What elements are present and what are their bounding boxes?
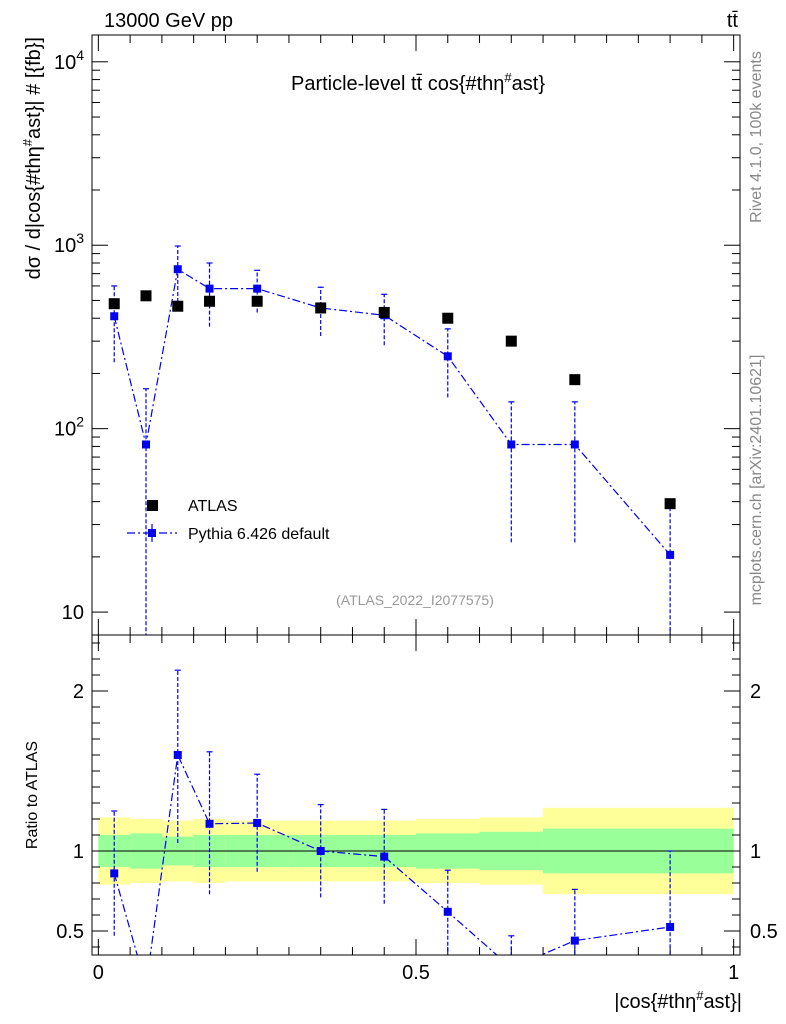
main-title: Particle-level tt̄ cos{#thη#ast} xyxy=(291,70,545,95)
process-label: tt̄ xyxy=(727,10,739,32)
source-label: mcplots.cern.ch [arXiv:2401.10621] xyxy=(748,355,765,606)
ratio-pythia-point xyxy=(142,982,150,990)
ratio-pythia-point xyxy=(666,923,675,931)
ratio-pythia-point xyxy=(443,907,452,916)
main-ytick-label-exp: 3 xyxy=(76,230,84,246)
main-ytick-label-exp: 4 xyxy=(76,47,84,63)
ratio-ytick-label-left: 0.5 xyxy=(56,921,84,943)
main-title-suffix: ast} xyxy=(512,73,546,95)
main-ylabel: dσ / d|cos{#thη#ast}| # [{fb}] xyxy=(20,37,45,279)
ratio-xlabel-prefix: |cos{#thη xyxy=(614,991,696,1013)
ratio-pythia-point xyxy=(570,936,579,945)
pythia-point xyxy=(142,440,150,449)
atlas-point xyxy=(140,290,152,302)
main-ytick-label-base: 10 xyxy=(54,419,76,441)
atlas-point xyxy=(569,374,581,386)
main-ytick-label: 10 xyxy=(62,602,84,624)
atlas-point xyxy=(378,306,390,318)
ratio-xlabel-suffix: ast}| xyxy=(703,991,742,1013)
ratio-pythia-point xyxy=(253,819,262,827)
ratio-pythia-point xyxy=(507,964,515,972)
ratio-pythia-point xyxy=(110,869,119,878)
main-title-sup: # xyxy=(504,70,512,85)
main-ytick-label: 104 xyxy=(54,47,84,74)
ratio-pythia-line xyxy=(113,752,671,955)
pythia-point xyxy=(443,352,452,361)
atlas-point xyxy=(204,295,216,307)
atlas-point xyxy=(251,295,263,307)
energy-label: 13000 GeV pp xyxy=(104,10,233,32)
main-ytick-label-exp: 2 xyxy=(76,414,84,430)
rivet-version-label: Rivet 4.1.0, 100k events xyxy=(748,51,765,223)
atlas-point xyxy=(172,300,184,312)
legend-pythia-marker xyxy=(148,529,156,537)
pythia-point xyxy=(507,440,516,449)
ratio-pythia-point xyxy=(380,852,389,861)
ratio-xlabel-sup: # xyxy=(696,988,704,1003)
ratio-ytick-label-right: 2 xyxy=(750,681,761,703)
main-ylabel-prefix: dσ / d|cos{#thη xyxy=(23,146,45,279)
pythia-point xyxy=(570,440,579,449)
ratio-pythia-point xyxy=(316,847,325,855)
legend-pythia-label: Pythia 6.426 default xyxy=(188,526,330,543)
main-ytick-label-base: 10 xyxy=(54,235,76,257)
ratio-frame xyxy=(91,634,741,956)
pythia-point xyxy=(110,312,119,321)
atlas-point xyxy=(505,335,517,347)
pythia-point xyxy=(205,284,214,293)
main-frame xyxy=(91,34,741,636)
ratio-xtick-label: 1 xyxy=(728,962,739,984)
legend-atlas-label: ATLAS xyxy=(188,498,238,515)
ratio-ytick-label-right: 0.5 xyxy=(750,921,778,943)
ratio-pythia-point xyxy=(173,751,182,759)
watermark-label: (ATLAS_2022_I2077575) xyxy=(336,592,494,608)
pythia-point xyxy=(666,550,675,559)
main-ylabel-suffix: ast}| # [{fb}] xyxy=(23,37,45,139)
main-ytick-label: 103 xyxy=(54,230,84,257)
ratio-ytick-label-right: 1 xyxy=(750,841,761,863)
ratio-panel: 0.5 0.5 1 1 2 2 0 0.5 1 Ratio to ATLAS |cos{#thη… xyxy=(24,634,778,1013)
atlas-point xyxy=(108,298,120,310)
ratio-ylabel: Ratio to ATLAS xyxy=(24,741,41,849)
ratio-xlabel: |cos{#thη#ast}| xyxy=(614,988,742,1013)
main-ylabel-sup: # xyxy=(20,138,35,146)
atlas-point xyxy=(442,312,454,324)
atlas-point xyxy=(315,302,327,314)
legend-atlas-marker xyxy=(147,500,158,511)
legend: ATLAS Pythia 6.426 default xyxy=(127,498,330,543)
ratio-xtick-label: 0 xyxy=(93,962,104,984)
ratio-xtick-label: 0.5 xyxy=(402,962,430,984)
main-title-prefix: Particle-level tt̄ cos{#thη xyxy=(291,73,504,95)
ratio-pythia-point xyxy=(205,819,214,828)
ratio-ytick-label-left: 2 xyxy=(73,681,84,703)
pythia-point xyxy=(173,265,182,274)
main-ytick-label-base: 10 xyxy=(54,52,76,74)
ratio-ytick-label-left: 1 xyxy=(73,841,84,863)
main-ytick-label-base: 10 xyxy=(62,602,84,624)
pythia-point xyxy=(253,284,262,293)
main-ytick-label: 102 xyxy=(54,414,84,441)
atlas-point xyxy=(664,498,676,510)
